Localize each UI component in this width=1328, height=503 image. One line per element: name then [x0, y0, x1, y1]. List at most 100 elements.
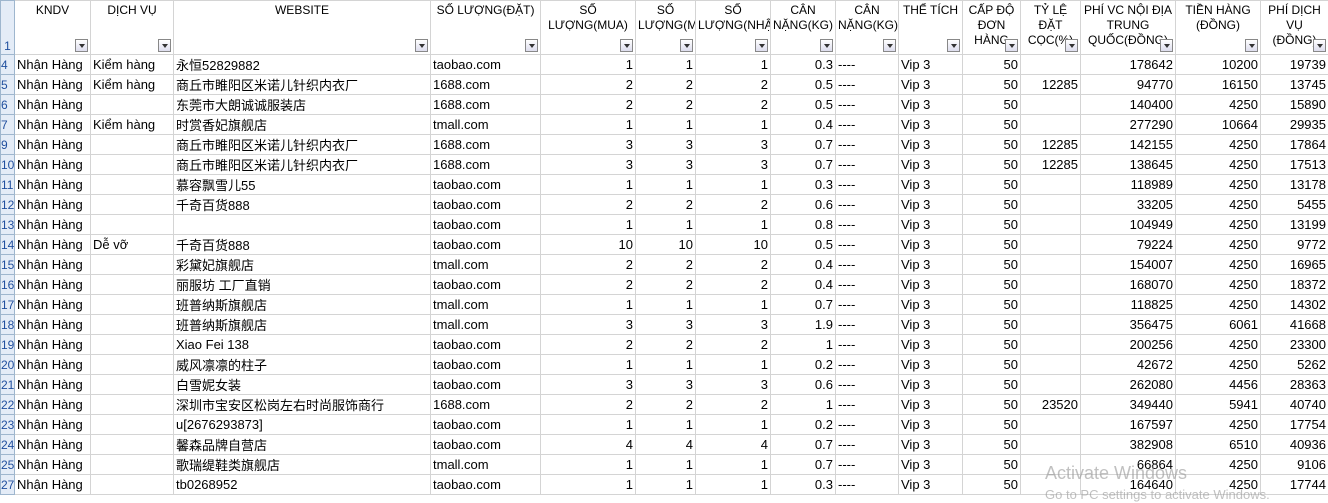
cell[interactable]: 28363: [1260, 374, 1328, 395]
cell[interactable]: 13745: [1260, 74, 1328, 95]
cell[interactable]: 2: [635, 194, 696, 215]
cell[interactable]: Nhận Hàng: [14, 134, 91, 155]
cell[interactable]: Nhận Hàng: [14, 294, 91, 315]
cell[interactable]: 4250: [1175, 334, 1261, 355]
cell[interactable]: [90, 474, 174, 495]
cell[interactable]: [90, 414, 174, 435]
cell[interactable]: Vip 3: [898, 194, 963, 215]
cell[interactable]: 168070: [1080, 274, 1176, 295]
cell[interactable]: 10200: [1175, 54, 1261, 75]
cell[interactable]: 3: [695, 134, 771, 155]
cell[interactable]: 17754: [1260, 414, 1328, 435]
cell[interactable]: 1: [540, 214, 636, 235]
cell[interactable]: ----: [835, 194, 899, 215]
cell[interactable]: [1020, 374, 1081, 395]
cell[interactable]: 50: [962, 394, 1021, 415]
cell[interactable]: Vip 3: [898, 414, 963, 435]
cell[interactable]: [1020, 314, 1081, 335]
cell[interactable]: 2: [695, 274, 771, 295]
cell[interactable]: 东莞市大朗诚诚服装店: [173, 94, 431, 115]
cell[interactable]: 2: [695, 94, 771, 115]
cell[interactable]: 40740: [1260, 394, 1328, 415]
cell[interactable]: ----: [835, 154, 899, 175]
cell[interactable]: 6061: [1175, 314, 1261, 335]
cell[interactable]: 50: [962, 94, 1021, 115]
cell[interactable]: 42672: [1080, 354, 1176, 375]
cell[interactable]: 4250: [1175, 294, 1261, 315]
cell[interactable]: 班普纳斯旗舰店: [173, 294, 431, 315]
cell[interactable]: 1: [540, 354, 636, 375]
cell[interactable]: ----: [835, 254, 899, 275]
cell[interactable]: 商丘市睢阳区米诺儿针织内衣厂: [173, 134, 431, 155]
cell[interactable]: 94770: [1080, 74, 1176, 95]
cell[interactable]: Nhận Hàng: [14, 214, 91, 235]
cell[interactable]: 4250: [1175, 274, 1261, 295]
cell[interactable]: 154007: [1080, 254, 1176, 275]
cell[interactable]: [1020, 234, 1081, 255]
column-header[interactable]: PHÍ DỊCH VỤ (ĐỒNG): [1260, 0, 1328, 55]
cell[interactable]: 2: [540, 74, 636, 95]
cell[interactable]: Nhận Hàng: [14, 374, 91, 395]
column-header[interactable]: DỊCH VỤ: [90, 0, 174, 55]
cell[interactable]: taobao.com: [430, 374, 541, 395]
cell[interactable]: 4250: [1175, 254, 1261, 275]
column-header[interactable]: CẤP ĐỘ ĐƠN HÀNG: [962, 0, 1021, 55]
cell[interactable]: [1020, 354, 1081, 375]
cell[interactable]: Vip 3: [898, 354, 963, 375]
filter-button[interactable]: [415, 39, 428, 52]
cell[interactable]: 0.2: [770, 414, 836, 435]
cell[interactable]: [90, 134, 174, 155]
cell[interactable]: 1: [635, 214, 696, 235]
cell[interactable]: 9772: [1260, 234, 1328, 255]
cell[interactable]: 5941: [1175, 394, 1261, 415]
cell[interactable]: taobao.com: [430, 234, 541, 255]
cell[interactable]: 2: [635, 394, 696, 415]
cell[interactable]: 0.5: [770, 74, 836, 95]
cell[interactable]: 1.9: [770, 314, 836, 335]
cell[interactable]: 0.7: [770, 134, 836, 155]
cell[interactable]: 3: [540, 374, 636, 395]
cell[interactable]: 1: [635, 474, 696, 495]
cell[interactable]: [1020, 334, 1081, 355]
cell[interactable]: [90, 454, 174, 475]
cell[interactable]: 千奇百货888: [173, 234, 431, 255]
cell[interactable]: ----: [835, 374, 899, 395]
cell[interactable]: [1020, 54, 1081, 75]
cell[interactable]: Vip 3: [898, 434, 963, 455]
cell[interactable]: [90, 94, 174, 115]
cell[interactable]: [90, 274, 174, 295]
cell[interactable]: 2: [540, 194, 636, 215]
cell[interactable]: ----: [835, 274, 899, 295]
cell[interactable]: 4: [695, 434, 771, 455]
cell[interactable]: 1688.com: [430, 394, 541, 415]
cell[interactable]: 歌瑞缇鞋类旗舰店: [173, 454, 431, 475]
cell[interactable]: 10: [635, 234, 696, 255]
cell[interactable]: taobao.com: [430, 334, 541, 355]
filter-button[interactable]: [755, 39, 768, 52]
cell[interactable]: taobao.com: [430, 354, 541, 375]
cell[interactable]: 1688.com: [430, 74, 541, 95]
cell[interactable]: 4250: [1175, 414, 1261, 435]
cell[interactable]: tmall.com: [430, 294, 541, 315]
cell[interactable]: Vip 3: [898, 54, 963, 75]
cell[interactable]: [1020, 434, 1081, 455]
cell[interactable]: [1020, 114, 1081, 135]
cell[interactable]: Nhận Hàng: [14, 454, 91, 475]
cell[interactable]: tmall.com: [430, 314, 541, 335]
cell[interactable]: [90, 254, 174, 275]
filter-button[interactable]: [1005, 39, 1018, 52]
cell[interactable]: 50: [962, 134, 1021, 155]
cell[interactable]: Nhận Hàng: [14, 354, 91, 375]
cell[interactable]: 2: [695, 334, 771, 355]
cell[interactable]: 200256: [1080, 334, 1176, 355]
cell[interactable]: [90, 194, 174, 215]
cell[interactable]: 178642: [1080, 54, 1176, 75]
cell[interactable]: Nhận Hàng: [14, 274, 91, 295]
cell[interactable]: tb0268952: [173, 474, 431, 495]
cell[interactable]: Vip 3: [898, 114, 963, 135]
cell[interactable]: Kiểm hàng: [90, 74, 174, 95]
cell[interactable]: ----: [835, 294, 899, 315]
cell[interactable]: 33205: [1080, 194, 1176, 215]
cell[interactable]: Vip 3: [898, 174, 963, 195]
cell[interactable]: [90, 174, 174, 195]
